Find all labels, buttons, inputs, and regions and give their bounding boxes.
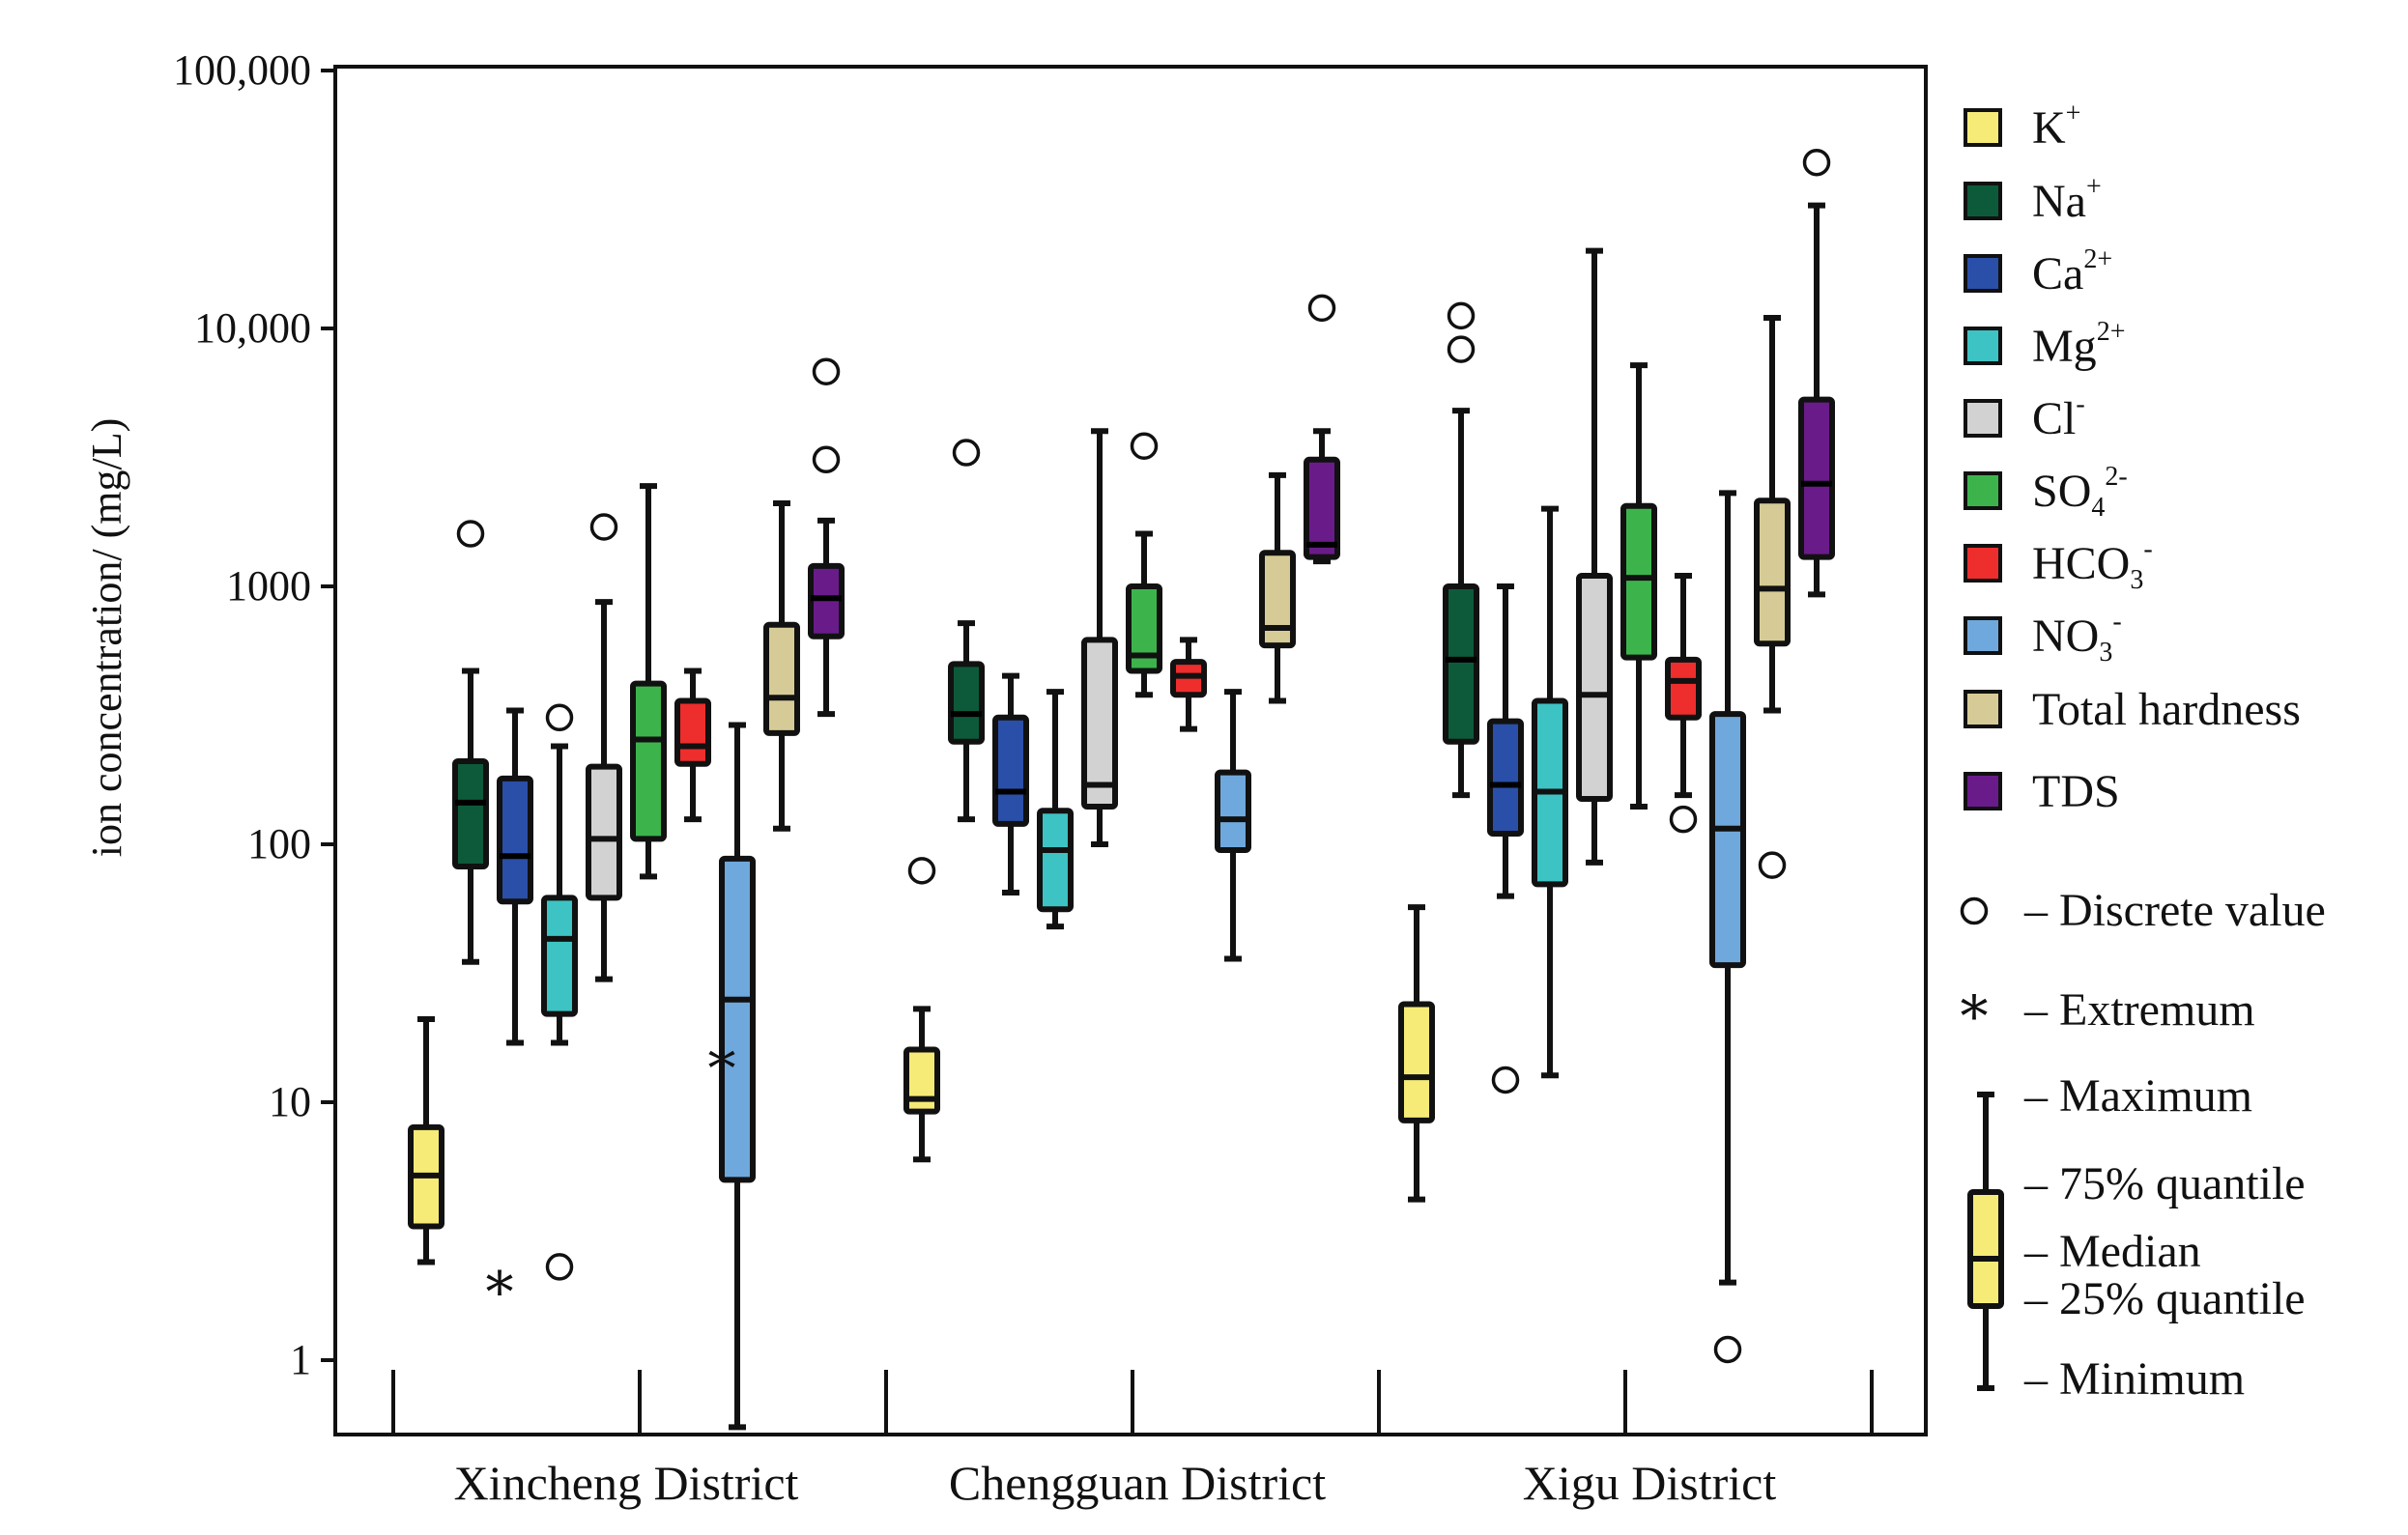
group-label-0: Xincheng District [454, 1456, 799, 1510]
legend-q75-label: – 75% quantile [2023, 1158, 2306, 1209]
legend-label-2: Ca2+ [2032, 244, 2112, 299]
legend-example-box [1967, 1189, 2004, 1309]
legend: K+ Na+ Ca2+ Mg2+ Cl- SO42- HCO3- NO3- Total hard… [1961, 99, 2326, 1405]
legend-swatch-7 [1964, 616, 2002, 655]
box-g1-Ca2+ [992, 714, 1029, 827]
box-g2-Na+ [1443, 583, 1479, 745]
legend-label-3: Mg2+ [2032, 317, 2125, 372]
group-label-1: Chengguan District [949, 1456, 1326, 1510]
y-axis: 1 10 100 1000 10,000 100,000 [173, 46, 335, 1383]
outlier-g2-Na+-1 [1447, 301, 1476, 330]
outlier-g0-Mg2+-1 [545, 1253, 574, 1281]
box-g0-Mg2+ [541, 895, 578, 1017]
legend-extremum-symbol: * [1961, 983, 1989, 1049]
outlier-g2-NO3--0 [1713, 1335, 1742, 1364]
box-g1-K+ [903, 1046, 940, 1115]
box-g2-Ca2+ [1487, 718, 1524, 837]
box-g0-Cl- [586, 763, 622, 901]
legend-extremum-label: – Extremum [2023, 984, 2255, 1036]
y-tick-label-4: 10,000 [194, 304, 311, 352]
extremum-g0-NO3--0: * [708, 1036, 736, 1101]
outlier-g2-TDS-0 [1802, 148, 1831, 177]
legend-q25-label: – 25% quantile [2023, 1273, 2306, 1324]
box-g2-HCO3- [1665, 656, 1702, 721]
box-g0-Na+ [452, 757, 489, 870]
x-axis-dividers [391, 1370, 1874, 1435]
outlier-g0-TDS-1 [812, 357, 841, 385]
box-g1-TDS [1304, 456, 1340, 560]
outlier-g0-Mg2+-0 [545, 703, 574, 732]
box-g1-Na+ [948, 661, 985, 745]
legend-swatch-2 [1964, 254, 2002, 293]
outlier-g1-TDS-0 [1307, 294, 1336, 323]
legend-swatch-8 [1964, 690, 2002, 728]
legend-swatch-9 [1964, 772, 2002, 810]
legend-label-4: Cl- [2032, 389, 2085, 444]
plot-frame [333, 65, 1928, 1436]
box-g0-HCO3- [674, 697, 711, 767]
legend-swatch-3 [1964, 327, 2002, 365]
box-g0-Ca2+ [497, 775, 533, 905]
legend-swatch-1 [1964, 182, 2002, 220]
legend-swatch-6 [1964, 544, 2002, 583]
outlier-g0-TDS-0 [812, 445, 841, 474]
box-g1-Mg2+ [1037, 808, 1074, 913]
legend-swatch-5 [1964, 471, 2002, 510]
legend-median-label: – Median [2023, 1226, 2201, 1277]
legend-label-1: Na+ [2032, 172, 2102, 227]
box-g2-Total hardness [1754, 497, 1791, 647]
box-g2-NO3- [1709, 711, 1746, 969]
legend-discrete-symbol [1960, 896, 1989, 925]
outlier-g1-Na+-0 [952, 439, 981, 467]
group-label-2: Xigu District [1523, 1456, 1777, 1510]
box-g1-NO3- [1215, 769, 1251, 853]
outlier-g2-HCO3--0 [1669, 805, 1698, 834]
legend-label-5: SO42- [2032, 462, 2128, 523]
box-g2-K+ [1398, 1001, 1435, 1123]
outlier-g1-K+-0 [907, 857, 936, 885]
box-g0-NO3- [719, 855, 756, 1183]
legend-minimum-label: – Minimum [2023, 1353, 2245, 1405]
outlier-g2-Na+-0 [1447, 335, 1476, 363]
y-axis-title: ion concentration/ (mg/L) [83, 418, 130, 858]
outlier-g0-Na+-0 [456, 520, 485, 548]
y-tick-label-0: 1 [290, 1336, 311, 1383]
box-g0-SO42- [630, 680, 667, 842]
y-tick-label-1: 10 [269, 1078, 311, 1125]
legend-label-0: K+ [2032, 99, 2080, 154]
box-g1-SO42- [1126, 583, 1162, 674]
y-tick-label-2: 100 [247, 820, 311, 867]
box-series: ** [408, 148, 1835, 1431]
box-g2-TDS [1798, 396, 1835, 560]
legend-swatch-0 [1964, 108, 2002, 147]
outlier-g0-Cl--0 [589, 513, 618, 541]
box-g1-Cl- [1081, 637, 1118, 810]
legend-label-9: TDS [2032, 766, 2120, 817]
outlier-g2-Ca2+-0 [1491, 1066, 1520, 1094]
outlier-g1-SO42--0 [1130, 432, 1159, 460]
legend-maximum-label: – Maximum [2023, 1070, 2252, 1122]
box-g2-SO42- [1620, 502, 1657, 661]
y-tick-label-3: 1000 [226, 562, 311, 610]
box-g1-Total hardness [1259, 550, 1296, 649]
box-g0-TDS [808, 562, 845, 640]
legend-swatch-4 [1964, 399, 2002, 438]
legend-label-6: HCO3- [2032, 534, 2153, 595]
extremum-g0-Ca2+-0: * [486, 1260, 514, 1325]
box-g2-Cl- [1576, 572, 1613, 802]
legend-label-8: Total hardness [2032, 684, 2301, 735]
outlier-g2-Total hardness-0 [1758, 851, 1787, 879]
legend-label-7: NO3- [2032, 607, 2122, 668]
x-axis-group-labels: Xincheng District Chengguan District Xigu … [454, 1456, 1777, 1510]
legend-discrete-label: – Discrete value [2023, 885, 2326, 936]
y-tick-label-5: 100,000 [173, 46, 311, 94]
box-g0-Total hardness [763, 621, 800, 736]
